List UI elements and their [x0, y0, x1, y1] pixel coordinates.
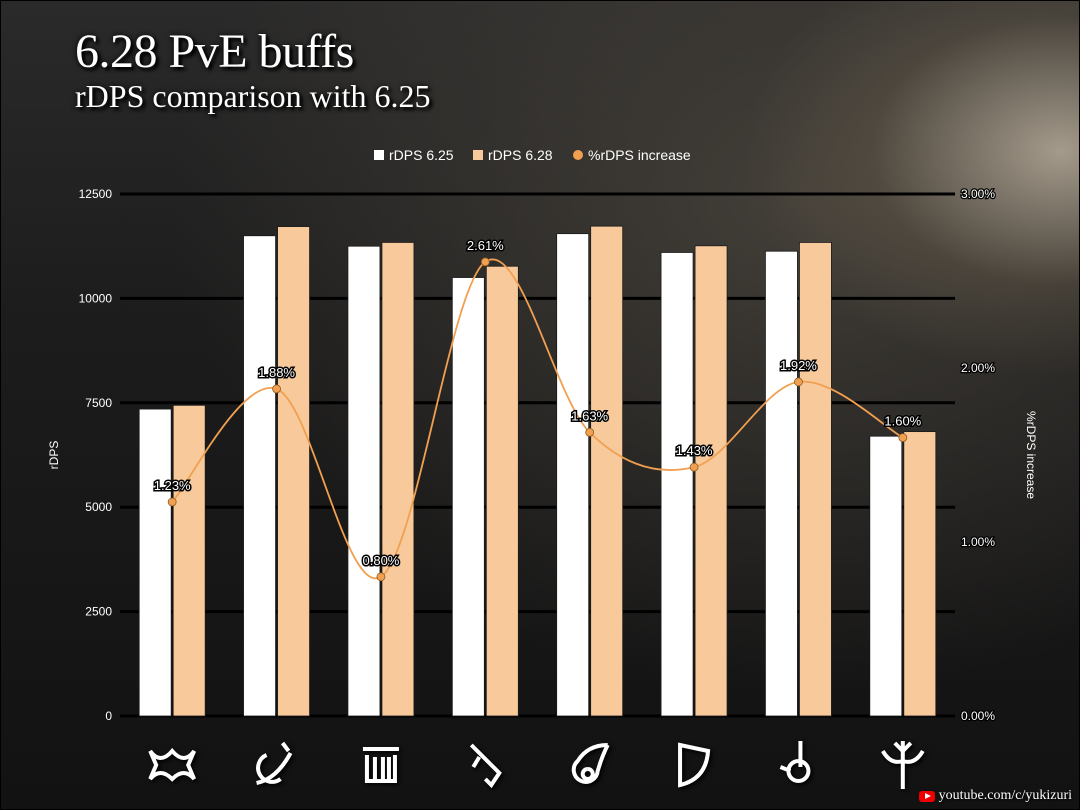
- y-tick-label: 12500: [79, 187, 113, 201]
- line-point: [794, 377, 803, 387]
- y2-tick-label: 3.00%: [961, 187, 995, 201]
- bar-rdps-6-25: [347, 245, 381, 717]
- y-tick-label: 5000: [85, 500, 112, 514]
- bar-rdps-6-28: [799, 242, 832, 717]
- bar-rdps-6-28: [590, 225, 624, 717]
- legend-label: %rDPS increase: [588, 147, 691, 163]
- black-mage-icon: [571, 743, 610, 784]
- bar-rdps-6-25: [243, 235, 276, 717]
- data-label: 1.43%: [676, 443, 713, 458]
- data-label: 2.61%: [467, 238, 504, 253]
- y2-tick-label: 2.00%: [961, 361, 995, 375]
- line-point: [585, 427, 595, 437]
- y2-tick-label: 0.00%: [961, 709, 995, 723]
- y-tick-label: 10000: [79, 291, 113, 305]
- dancer-icon: [881, 741, 925, 789]
- channel-credit: youtube.com/c/yukizuri: [918, 788, 1072, 804]
- y2-axis-title: %rDPS increase: [1024, 411, 1038, 499]
- line-point: [376, 572, 386, 582]
- line-point: [167, 497, 177, 507]
- data-label: 1.60%: [884, 414, 921, 429]
- y-tick-label: 7500: [85, 396, 112, 410]
- samurai-icon: [362, 747, 399, 783]
- bar-rdps-6-28: [381, 242, 415, 717]
- legend-marker: [473, 150, 483, 160]
- bar-rdps-6-25: [138, 408, 172, 717]
- chart-title: 6.28 PvE buffs: [75, 25, 354, 78]
- y2-tick-label: 1.00%: [961, 535, 995, 549]
- youtube-icon: [918, 790, 935, 802]
- data-label: 1.63%: [571, 408, 608, 423]
- ninja-icon: [469, 743, 502, 789]
- bar-rdps-6-25: [660, 252, 694, 717]
- data-label: 0.80%: [363, 553, 400, 568]
- bar-rdps-6-25: [765, 250, 798, 717]
- data-label: 1.88%: [258, 365, 295, 380]
- legend-label: rDPS 6.25: [389, 147, 454, 163]
- y-tick-label: 0: [105, 709, 112, 723]
- machinist-icon: [779, 741, 811, 783]
- chart-subtitle: rDPS comparison with 6.25: [75, 78, 431, 114]
- data-label: 1.23%: [154, 478, 191, 493]
- y-tick-label: 2500: [85, 605, 112, 619]
- line-point: [480, 257, 490, 267]
- bar-rdps-6-28: [694, 245, 728, 717]
- legend-marker-pct: [573, 150, 583, 160]
- bar-rdps-6-28: [903, 431, 937, 717]
- data-label: 1.92%: [780, 358, 817, 373]
- line-point: [898, 433, 908, 443]
- legend-marker: [374, 150, 384, 160]
- monk-icon: [148, 747, 197, 782]
- reaper-icon: [256, 741, 293, 785]
- line-point: [689, 462, 699, 472]
- bar-rdps-6-28: [277, 226, 310, 717]
- line-pct-increase: [171, 258, 904, 580]
- legend-label: rDPS 6.28: [488, 147, 553, 163]
- y-axis-title: rDPS: [47, 441, 61, 470]
- bar-rdps-6-28: [172, 404, 206, 717]
- bar-rdps-6-28: [485, 265, 519, 717]
- bard-icon: [678, 742, 711, 788]
- bar-rdps-6-25: [869, 435, 903, 717]
- bar-rdps-6-25: [451, 277, 485, 717]
- channel-url: youtube.com/c/yukizuri: [938, 788, 1072, 803]
- bar-rdps-6-25: [556, 233, 590, 717]
- line-point: [272, 384, 281, 394]
